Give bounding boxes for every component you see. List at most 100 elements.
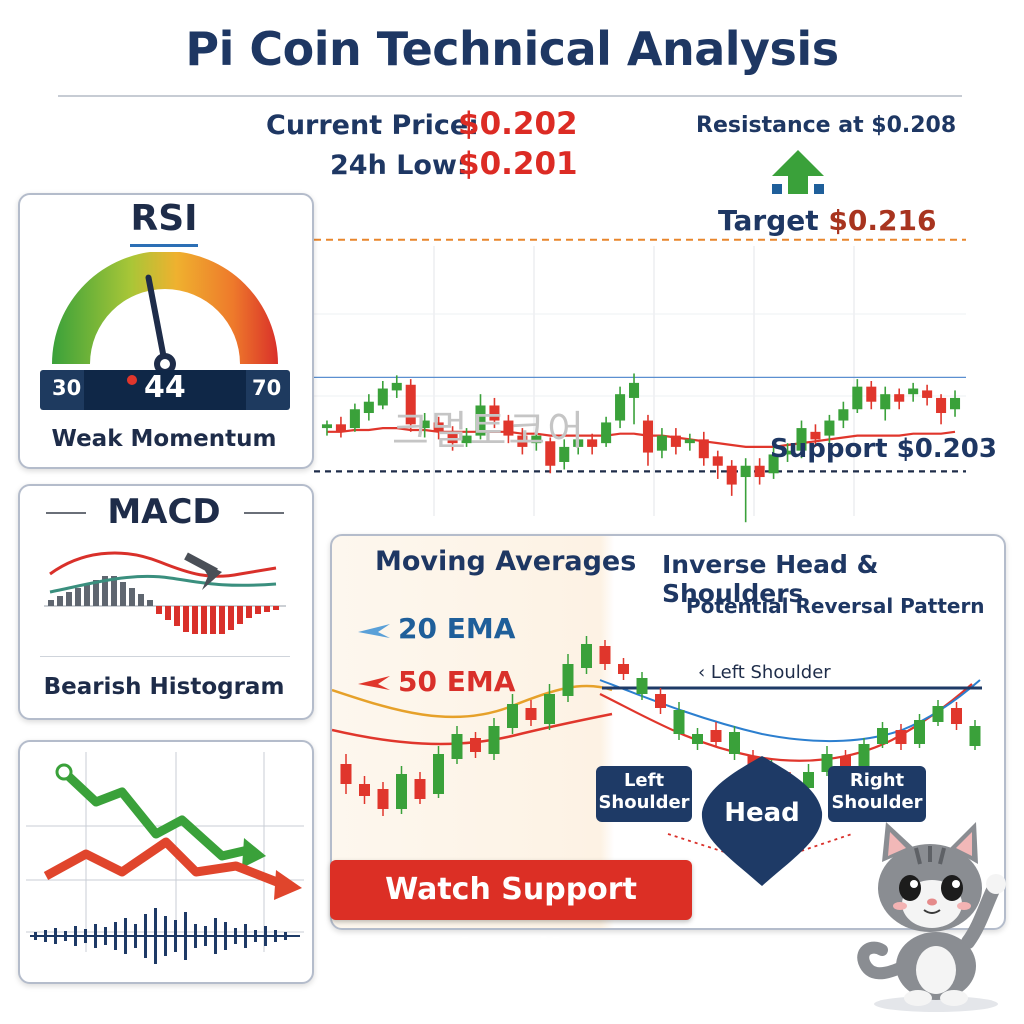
watermark-text: 크멀토코어 bbox=[392, 408, 586, 454]
left-shoulder-line-label: ‹ Left Shoulder bbox=[698, 662, 831, 683]
pattern-body-1 bbox=[359, 784, 370, 796]
green-start-dot bbox=[55, 763, 73, 781]
candle-body-11 bbox=[475, 405, 486, 436]
trend-bar-16 bbox=[194, 924, 197, 948]
ema50-label: 50 EMA bbox=[398, 665, 516, 698]
macd-title-rule-right bbox=[244, 512, 284, 514]
macd-bar-8 bbox=[120, 582, 126, 606]
candle-body-17 bbox=[559, 446, 570, 462]
pattern-body-3 bbox=[396, 774, 407, 809]
macd-bar-11 bbox=[147, 600, 153, 606]
rsi-title: RSI bbox=[130, 198, 198, 239]
candle-body-30 bbox=[740, 465, 751, 478]
candle-body-6 bbox=[405, 384, 416, 425]
left-shoulder-line-text: Left Shoulder bbox=[710, 662, 831, 683]
candle-body-42 bbox=[908, 388, 919, 395]
pattern-body-33 bbox=[951, 708, 962, 724]
pattern-body-11 bbox=[544, 694, 555, 724]
ema50-swatch-icon bbox=[358, 676, 390, 690]
candle-body-37 bbox=[838, 409, 849, 421]
ema-orange-line bbox=[332, 684, 613, 719]
candle-body-8 bbox=[433, 422, 444, 432]
macd-bar-3 bbox=[75, 588, 81, 606]
main-price-chart bbox=[314, 238, 966, 523]
macd-bar-23 bbox=[255, 606, 261, 614]
macd-line bbox=[49, 574, 277, 594]
trend-bar-19 bbox=[224, 922, 227, 950]
candle-body-39 bbox=[866, 386, 877, 402]
rsi-scale-mid bbox=[84, 370, 246, 410]
macd-bar-21 bbox=[237, 606, 243, 624]
title-divider bbox=[58, 95, 962, 97]
trend-volume-bars bbox=[34, 908, 287, 964]
pattern-body-26 bbox=[821, 754, 833, 772]
trend-bar-0 bbox=[34, 932, 37, 940]
head-label: Head bbox=[724, 798, 800, 828]
trend-bar-15 bbox=[184, 912, 187, 960]
candle-body-14 bbox=[517, 435, 528, 447]
trend-bar-3 bbox=[64, 931, 67, 941]
macd-bar-19 bbox=[219, 606, 225, 634]
pattern-candles bbox=[340, 636, 981, 816]
candle-body-18 bbox=[573, 439, 584, 447]
candle-body-24 bbox=[656, 435, 667, 451]
macd-bar-6 bbox=[102, 576, 108, 606]
pattern-body-9 bbox=[507, 704, 518, 728]
pattern-body-28 bbox=[858, 744, 870, 770]
candle-body-27 bbox=[698, 439, 709, 459]
pattern-body-4 bbox=[414, 779, 426, 799]
candle-body-28 bbox=[712, 456, 723, 466]
macd-title: MACD bbox=[107, 492, 221, 532]
pattern-body-6 bbox=[451, 734, 463, 759]
left-shoulder-badge: Left Shoulder bbox=[596, 766, 692, 822]
right-shoulder-line1: Right bbox=[849, 770, 905, 791]
candle-body-22 bbox=[628, 382, 640, 398]
resistance-label: Resistance at $0.208 bbox=[696, 113, 957, 138]
low-value: $0.201 bbox=[458, 146, 578, 182]
rsi-title-underline bbox=[130, 244, 198, 247]
macd-bar-0 bbox=[48, 600, 54, 606]
candle-body-3 bbox=[363, 401, 374, 414]
candle-body-4 bbox=[377, 388, 388, 406]
trend-bar-8 bbox=[114, 922, 117, 950]
main-chart-candles bbox=[321, 373, 961, 523]
pattern-body-34 bbox=[969, 726, 981, 746]
red-arrow-icon bbox=[274, 870, 302, 900]
macd-bar-9 bbox=[129, 588, 135, 606]
candle-body-40 bbox=[880, 394, 891, 410]
rsi-needle-line bbox=[145, 274, 168, 367]
macd-bar-20 bbox=[228, 606, 234, 630]
green-arrow-icon bbox=[242, 838, 266, 868]
macd-bar-24 bbox=[264, 606, 270, 612]
candle-body-13 bbox=[503, 420, 514, 436]
macd-bar-17 bbox=[201, 606, 207, 634]
left-shoulder-line1: Left bbox=[623, 770, 665, 791]
ema20-swatch-icon bbox=[358, 624, 390, 638]
macd-bar-5 bbox=[93, 580, 99, 606]
trend-bar-7 bbox=[104, 927, 107, 945]
macd-bar-13 bbox=[165, 606, 171, 620]
trend-bar-24 bbox=[274, 930, 277, 942]
pattern-body-31 bbox=[914, 720, 925, 744]
rsi-caption: Weak Momentum bbox=[51, 426, 277, 452]
rsi-high-label: 70 bbox=[252, 376, 282, 400]
candle-body-15 bbox=[531, 435, 542, 444]
pattern-body-21 bbox=[729, 732, 740, 754]
candle-body-33 bbox=[782, 450, 793, 455]
pattern-body-8 bbox=[488, 726, 500, 754]
macd-title-rule-left bbox=[46, 512, 86, 514]
trend-bar-23 bbox=[264, 926, 267, 946]
trend-bar-2 bbox=[54, 928, 57, 944]
rsi-gauge bbox=[40, 252, 290, 410]
macd-bar-14 bbox=[174, 606, 180, 626]
macd-divider bbox=[40, 656, 290, 657]
candle-body-25 bbox=[670, 435, 681, 447]
macd-bar-12 bbox=[156, 606, 162, 614]
pattern-body-0 bbox=[340, 764, 352, 784]
trend-bar-22 bbox=[254, 930, 257, 942]
candle-body-2 bbox=[349, 409, 360, 429]
main-chart-levels bbox=[314, 238, 966, 473]
candle-body-35 bbox=[810, 431, 821, 440]
watch-support-banner: Watch Support Level! bbox=[330, 860, 692, 967]
macd-bar-2 bbox=[66, 592, 72, 606]
